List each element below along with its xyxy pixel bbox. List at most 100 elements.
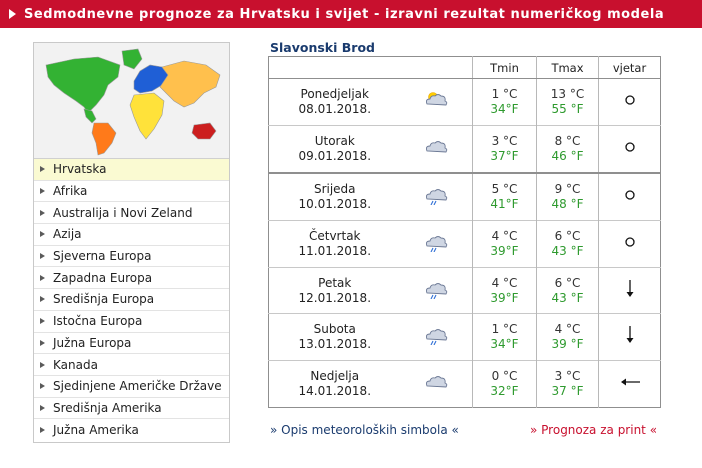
forecast-row: Utorak 09.01.2018. 3 °C 37°F 8 °C 46 °F (268, 124, 661, 173)
wind-cell (598, 219, 661, 268)
triangle-right-icon (40, 361, 45, 368)
region-list: Hrvatska Afrika Australija i Novi Zeland Az… (34, 159, 229, 441)
region-item[interactable]: Sjeverna Europa (34, 246, 229, 268)
tmin-celsius: 4 °C (491, 275, 518, 290)
tmax-cell: 13 °C 55 °F (536, 78, 599, 126)
tmin-celsius: 0 °C (491, 369, 518, 384)
tmin-fahrenheit: 39°F (490, 290, 519, 305)
region-item-label: Azija (53, 227, 82, 242)
triangle-right-icon (40, 274, 45, 281)
tmax-cell: 6 °C 43 °F (536, 266, 599, 314)
symbols-link-wrap: » Opis meteoroloških simbola « (270, 423, 459, 437)
day-cell: Utorak 09.01.2018. (268, 124, 401, 173)
banner-title: Sedmodnevne prognoze za Hrvatsku i svije… (24, 6, 665, 22)
arrow-left-icon (618, 378, 642, 397)
day-date: 14.01.2018. (298, 384, 372, 399)
triangle-right-icon (40, 318, 45, 325)
region-item[interactable]: Središnja Europa (34, 289, 229, 311)
wind-cell (598, 313, 661, 361)
header-day (268, 56, 401, 79)
tmax-fahrenheit: 39 °F (551, 337, 584, 352)
region-item[interactable]: Hrvatska (34, 159, 229, 181)
weather-cell (400, 219, 473, 268)
triangle-right-icon (40, 296, 45, 303)
wind-cell (598, 266, 661, 314)
region-item-label: Središnja Europa (53, 292, 155, 307)
wind-cell (598, 360, 661, 408)
day-name: Utorak (314, 133, 355, 148)
header-wind: vjetar (598, 56, 661, 79)
tmax-celsius: 6 °C (554, 228, 581, 243)
forecast-row: Ponedjeljak 08.01.2018. 1 °C 34°F 13 °C 55 °F (268, 78, 661, 126)
region-item[interactable]: Afrika (34, 181, 229, 203)
tmin-cell: 3 °C 37°F (472, 124, 537, 173)
day-name: Petak (318, 275, 352, 290)
tmin-fahrenheit: 37°F (490, 148, 519, 163)
region-panel: Hrvatska Afrika Australija i Novi Zeland Az… (33, 42, 230, 443)
world-map[interactable] (34, 43, 229, 159)
wind-cell (598, 124, 661, 173)
page-banner: Sedmodnevne prognoze za Hrvatsku i svije… (0, 0, 702, 28)
region-item-label: Afrika (53, 184, 88, 199)
city-title: Slavonski Brod (270, 40, 375, 55)
triangle-right-icon (40, 253, 45, 260)
arrow-down-icon (618, 326, 642, 350)
header-tmin: Tmin (472, 56, 537, 79)
region-item-label: Središnja Amerika (53, 400, 162, 415)
tmax-fahrenheit: 37 °F (551, 384, 584, 399)
tmax-celsius: 13 °C (550, 86, 585, 101)
tmax-cell: 8 °C 46 °F (536, 124, 599, 173)
tmax-fahrenheit: 48 °F (551, 196, 584, 211)
region-item-label: Australija i Novi Zeland (53, 205, 193, 220)
day-name: Četvrtak (308, 228, 361, 243)
region-item[interactable]: Istočna Europa (34, 311, 229, 333)
arrow-down-icon (618, 279, 642, 304)
region-item-label: Sjedinjene Američke Države (53, 379, 222, 394)
day-name: Srijeda (313, 181, 356, 196)
symbols-link[interactable]: » Opis meteoroloških simbola « (270, 423, 459, 437)
tmin-celsius: 3 °C (491, 133, 518, 148)
tmin-celsius: 5 °C (491, 181, 518, 196)
tmin-fahrenheit: 41°F (490, 196, 519, 211)
rain-icon (423, 235, 449, 255)
region-item[interactable]: Azija (34, 224, 229, 246)
region-item[interactable]: Južna Amerika (34, 419, 229, 441)
day-name: Nedjelja (310, 369, 360, 384)
tmax-celsius: 6 °C (554, 275, 581, 290)
triangle-right-icon (40, 209, 45, 216)
print-link-wrap: » Prognoza za print « (530, 423, 657, 437)
day-cell: Ponedjeljak 08.01.2018. (268, 78, 401, 126)
wind-cell (598, 78, 661, 126)
forecast-header-row: Tmin Tmax vjetar (268, 56, 661, 79)
region-item[interactable]: Sjedinjene Američke Države (34, 376, 229, 398)
weather-cell (400, 78, 473, 126)
region-item-label: Hrvatska (53, 162, 107, 177)
tmax-cell: 6 °C 43 °F (536, 219, 599, 268)
day-cell: Četvrtak 11.01.2018. (268, 219, 401, 268)
tmin-cell: 4 °C 39°F (472, 266, 537, 314)
tmax-celsius: 9 °C (554, 181, 581, 196)
region-item[interactable]: Zapadna Europa (34, 267, 229, 290)
region-item[interactable]: Australija i Novi Zeland (34, 202, 229, 225)
day-cell: Petak 12.01.2018. (268, 266, 401, 314)
day-cell: Srijeda 10.01.2018. (268, 171, 401, 221)
region-item[interactable]: Središnja Amerika (34, 398, 229, 420)
world-map-icon[interactable] (34, 43, 229, 159)
header-tmax: Tmax (536, 56, 599, 79)
tmax-fahrenheit: 43 °F (551, 290, 584, 305)
triangle-right-icon (40, 383, 45, 390)
day-date: 09.01.2018. (298, 148, 372, 163)
tmax-celsius: 3 °C (554, 369, 581, 384)
tmin-cell: 5 °C 41°F (472, 171, 537, 221)
forecast-row: Nedjelja 14.01.2018. 0 °C 32°F 3 °C 37 °F (268, 360, 661, 408)
tmin-fahrenheit: 39°F (490, 243, 519, 258)
region-item[interactable]: Kanada (34, 354, 229, 376)
print-link[interactable]: » Prognoza za print « (530, 423, 658, 437)
region-item[interactable]: Južna Europa (34, 333, 229, 355)
tmin-cell: 4 °C 39°F (472, 219, 537, 268)
triangle-right-icon (40, 188, 45, 195)
header-icon (400, 56, 473, 79)
tmin-fahrenheit: 32°F (490, 384, 519, 399)
tmin-cell: 0 °C 32°F (472, 360, 537, 408)
tmax-cell: 4 °C 39 °F (536, 313, 599, 361)
